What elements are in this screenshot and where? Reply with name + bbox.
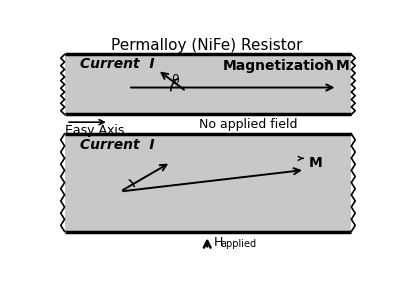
Text: M: M	[309, 156, 322, 170]
Text: Easy Axis: Easy Axis	[64, 125, 124, 137]
Text: Current  I: Current I	[80, 138, 155, 151]
Text: Magnetization: Magnetization	[223, 59, 335, 73]
Text: H: H	[214, 236, 224, 249]
Text: applied: applied	[220, 239, 256, 249]
Bar	[64, 134, 351, 231]
Text: No applied field: No applied field	[199, 118, 298, 131]
Text: Permalloy (NiFe) Resistor: Permalloy (NiFe) Resistor	[111, 38, 303, 53]
Bar	[64, 54, 351, 115]
Text: Current  I: Current I	[80, 57, 155, 71]
Text: M: M	[336, 59, 350, 73]
Text: θ: θ	[172, 74, 179, 87]
